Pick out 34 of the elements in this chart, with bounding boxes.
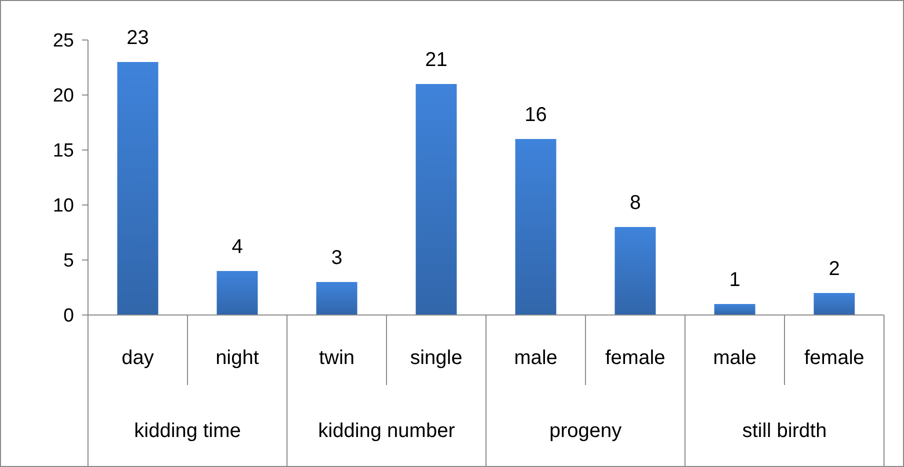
y-tick-label: 0 [63,306,74,327]
data-label: 4 [232,236,243,258]
text: kidding number [318,420,456,442]
text: progeny [549,420,622,442]
y-tick-label: 15 [52,140,74,162]
text: still birdth [742,420,827,442]
x-tick-label: female [605,347,666,369]
x-tick-label: male [713,347,756,369]
y-tick-label: 20 [52,86,74,107]
text: kidding time [134,420,241,442]
x-tick-label: male [514,347,558,369]
data-label: 8 [630,192,641,214]
data-label: 2 [828,258,840,280]
x-tick-label: female [804,347,864,369]
bar [216,271,258,315]
data-label: 23 [126,27,149,49]
data-label: 3 [331,247,342,269]
x-tick-label: night [216,347,260,369]
x-tick-label: day [122,347,154,369]
bar [316,282,358,315]
bar [814,293,855,315]
y-tick-label: 10 [52,196,74,217]
x-tick-label: single [410,347,462,369]
data-label: 16 [524,104,547,126]
bar [515,139,556,315]
data-label: 21 [425,49,448,71]
y-tick-label: 25 [52,30,74,52]
data-label: 1 [729,269,740,291]
bar [416,84,457,315]
bar [714,304,756,315]
bar [614,227,656,315]
x-tick-label: twin [318,347,355,369]
bar [117,62,158,315]
y-tick-label: 5 [63,250,74,272]
